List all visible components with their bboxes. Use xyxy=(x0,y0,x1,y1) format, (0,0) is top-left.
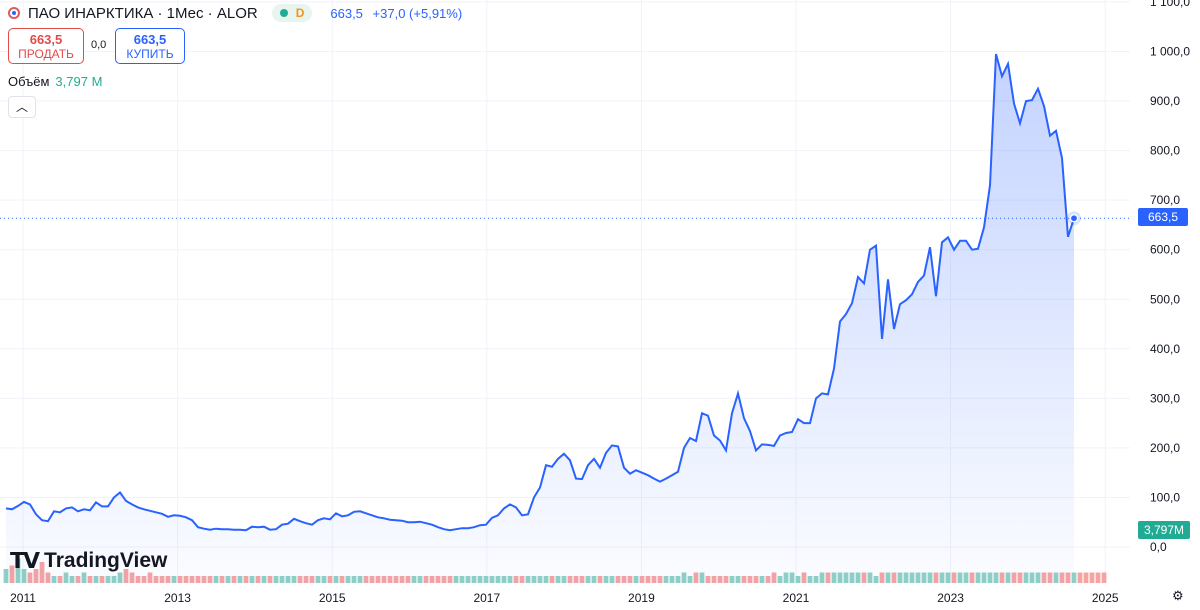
symbol-header: ПАО ИНАРКТИКА · 1Мес · ALOR D 663,5 +37,… xyxy=(8,4,468,22)
price-tick-label: 600,0 xyxy=(1150,243,1180,257)
price-tick-label: 200,0 xyxy=(1150,441,1180,455)
delay-badge: D xyxy=(295,6,305,20)
time-tick-label: 2023 xyxy=(937,591,964,605)
price-tick-label: 500,0 xyxy=(1150,292,1180,306)
grid xyxy=(0,0,1130,583)
market-status-badge[interactable]: D xyxy=(271,4,313,22)
buy-price: 663,5 xyxy=(133,32,167,47)
status-dot-icon xyxy=(279,9,288,17)
time-tick-label: 2017 xyxy=(473,591,500,605)
tradingview-mark-icon: 𝗧𝗩 xyxy=(10,548,40,573)
tradingview-logo[interactable]: 𝗧𝗩 TradingView xyxy=(10,548,167,574)
sell-label: ПРОДАТЬ xyxy=(18,47,74,61)
price-tick-label: 0,0 xyxy=(1150,540,1167,554)
last-volume-tag: 3,797M xyxy=(1138,521,1190,539)
axis-settings-gear-icon[interactable]: ⚙ xyxy=(1172,588,1184,603)
volume-bar xyxy=(1089,572,1095,583)
price-tick-label: 100,0 xyxy=(1150,490,1180,504)
price-tick-label: 1 100,0 xyxy=(1150,0,1190,9)
last-price-tag-text: 663,5 xyxy=(1148,210,1178,224)
volume-legend[interactable]: Объём 3,797 M xyxy=(8,74,102,89)
time-tick-label: 2025 xyxy=(1092,591,1119,605)
chevron-up-icon: ︿ xyxy=(15,100,28,114)
price-tick-label: 1 000,0 xyxy=(1150,45,1190,59)
sell-price: 663,5 xyxy=(29,32,63,47)
price-line xyxy=(5,53,1075,532)
buy-button[interactable]: 663,5 КУПИТЬ xyxy=(115,28,185,64)
volume-bar xyxy=(1101,572,1107,583)
symbol-title[interactable]: ПАО ИНАРКТИКА · 1Мес · ALOR xyxy=(28,4,258,22)
volume-legend-label: Объём xyxy=(8,74,50,89)
volume-bar xyxy=(1083,572,1089,583)
volume-legend-value: 3,797 M xyxy=(55,74,103,89)
price-axis: 0,0 100,0 200,0 300,0 400,0 500,0 600,0 700,0 80… xyxy=(1150,0,1190,554)
time-axis: 2011 2013 2015 2017 2019 2021 2023 2025 xyxy=(10,591,1119,605)
price-area xyxy=(6,54,1074,583)
price-tick-label: 300,0 xyxy=(1150,391,1180,405)
last-price-tag: 663,5 xyxy=(1138,208,1188,226)
volume-bar xyxy=(1095,572,1101,583)
sell-button[interactable]: 663,5 ПРОДАТЬ xyxy=(8,28,84,64)
time-tick-label: 2021 xyxy=(783,591,810,605)
last-price-marker xyxy=(1069,214,1079,223)
time-tick-label: 2019 xyxy=(628,591,655,605)
price-tick-label: 700,0 xyxy=(1150,193,1180,207)
time-tick-label: 2015 xyxy=(319,591,346,605)
volume-bar xyxy=(1077,572,1083,583)
price-tick-label: 800,0 xyxy=(1150,144,1180,158)
header-change: +37,0 (+5,91%) xyxy=(372,5,463,21)
symbol-logo-icon xyxy=(8,7,20,19)
tradingview-wordmark: TradingView xyxy=(44,549,168,572)
buy-label: КУПИТЬ xyxy=(126,47,174,61)
header-last-price: 663,5 xyxy=(330,5,363,21)
last-volume-tag-text: 3,797M xyxy=(1144,523,1184,537)
time-tick-label: 2011 xyxy=(10,591,36,605)
collapse-legend-button[interactable]: ︿ xyxy=(8,96,36,118)
header-quote: 663,5 +37,0 (+5,91%) xyxy=(330,6,468,21)
time-tick-label: 2013 xyxy=(164,591,191,605)
price-tick-label: 900,0 xyxy=(1150,94,1180,108)
spread-value: 0,0 xyxy=(91,39,107,51)
price-tick-label: 400,0 xyxy=(1150,342,1180,356)
